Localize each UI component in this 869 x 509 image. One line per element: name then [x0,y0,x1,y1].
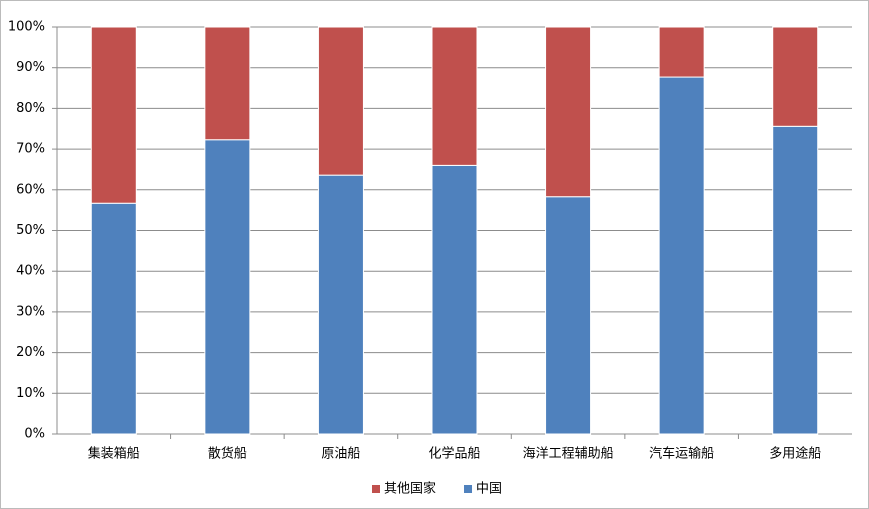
bar-segment [431,164,478,435]
y-tick-label: 100% [8,20,45,35]
x-tick-label: 集装箱船 [88,446,140,462]
y-tick-label: 90% [16,60,45,75]
legend-label: 其他国家 [384,481,436,497]
legend-label: 中国 [476,482,502,497]
y-tick-label: 40% [16,264,45,279]
bar-segment [772,125,819,435]
y-tick-label: 20% [16,345,45,360]
x-tick-label: 海洋工程辅助船 [523,447,614,462]
x-tick-label: 多用途船 [769,446,821,462]
bar-segment [658,26,705,78]
bar-segment [204,26,251,141]
bar-segment [431,26,478,166]
bar-segment [204,139,251,435]
x-tick-label: 原油船 [321,447,360,462]
bar-segment [772,26,819,127]
y-tick-label: 50% [16,223,45,238]
bar-segment [317,26,364,176]
x-tick-label: 散货船 [208,446,247,462]
y-tick-label: 30% [16,304,45,319]
x-tick-label: 汽车运输船 [649,446,714,462]
bar-segment [545,196,592,435]
y-tick-label: 70% [16,142,45,157]
legend-swatch [464,485,473,493]
y-tick-label: 0% [24,427,45,442]
bar-segment [90,202,137,435]
x-tick-label: 化学品船 [428,446,480,462]
bar-segment [317,174,364,435]
y-tick-label: 10% [16,386,45,401]
bar-segment [90,26,137,204]
bar-segment [545,26,592,198]
legend-swatch [372,485,380,493]
y-tick-label: 60% [16,182,45,197]
bar-segment [658,76,705,435]
y-tick-label: 80% [16,101,45,116]
